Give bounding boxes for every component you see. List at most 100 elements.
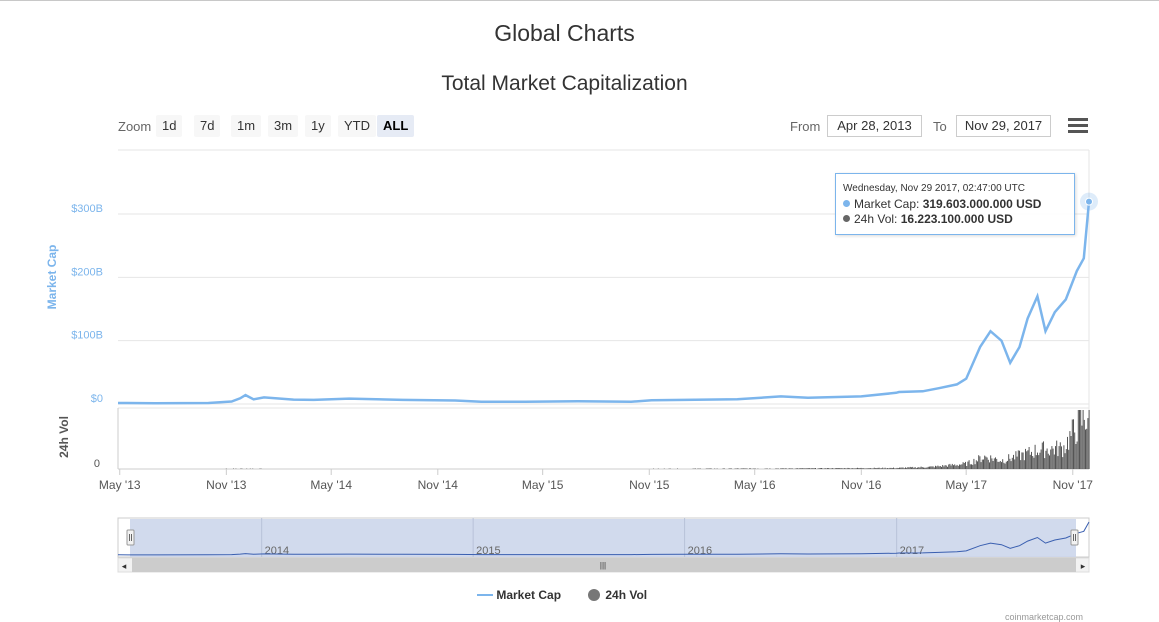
volume-bar (997, 462, 998, 469)
volume-bar (918, 467, 919, 469)
volume-bar (778, 469, 779, 470)
volume-bar (858, 468, 859, 469)
volume-bar (887, 468, 888, 469)
volume-bar (895, 468, 896, 469)
volume-bar (801, 468, 802, 469)
volume-bar (744, 468, 745, 469)
volume-bar (879, 468, 880, 469)
y-tick-label: $300B (71, 203, 103, 215)
legend-item-24h-vol[interactable]: 24h Vol (588, 588, 647, 602)
volume-axis-tick-0: 0 (94, 458, 100, 470)
legend-item-market-cap[interactable]: Market Cap (477, 588, 561, 602)
volume-bar (1036, 455, 1037, 469)
x-tick-label: Nov '16 (841, 478, 882, 492)
volume-bar (963, 462, 964, 469)
volume-bar (921, 467, 922, 469)
volume-bar (697, 469, 698, 470)
x-tick-label: Nov '17 (1053, 478, 1094, 492)
volume-bar (834, 469, 835, 470)
tooltip-label: 24h Vol: (854, 212, 901, 226)
volume-bar (1023, 453, 1024, 470)
volume-bar (1055, 446, 1056, 469)
volume-bar (775, 468, 776, 469)
volume-bar (780, 468, 781, 469)
volume-bar (987, 458, 988, 470)
volume-bar (961, 464, 962, 469)
hover-marker[interactable] (1086, 198, 1093, 205)
volume-bar (852, 468, 853, 469)
volume-bar (677, 469, 678, 470)
volume-bar (731, 469, 732, 470)
volume-bar (850, 469, 851, 470)
volume-bar (985, 457, 986, 469)
volume-bar (910, 467, 911, 469)
volume-bar (988, 460, 989, 469)
volume-bar (1021, 452, 1022, 469)
volume-bar (729, 468, 730, 469)
volume-bar (1059, 446, 1060, 469)
volume-bar (784, 469, 785, 470)
volume-bar (853, 468, 854, 469)
volume-bar (875, 468, 876, 469)
volume-bar (790, 468, 791, 469)
volume-bar (791, 469, 792, 470)
volume-bar (940, 466, 941, 469)
volume-bar (822, 468, 823, 469)
volume-bar (989, 462, 990, 469)
volume-bar (1053, 449, 1054, 469)
volume-bar (1039, 453, 1040, 469)
volume-bar (233, 469, 234, 470)
scrollbar-left-arrow-icon[interactable]: ◂ (122, 561, 127, 571)
volume-bar (1033, 458, 1034, 469)
volume-bar (810, 468, 811, 469)
x-tick-label: May '15 (522, 478, 564, 492)
volume-bar (738, 469, 739, 470)
volume-bar (1002, 459, 1003, 469)
volume-bar (846, 468, 847, 469)
volume-bar (855, 468, 856, 469)
volume-bar (805, 468, 806, 469)
volume-bar (876, 468, 877, 469)
volume-bar (1007, 461, 1008, 469)
volume-bar (1043, 441, 1044, 469)
volume-bar (888, 468, 889, 469)
volume-bar (1081, 426, 1082, 469)
legend-label: 24h Vol (605, 588, 647, 602)
volume-bar (1068, 450, 1069, 469)
volume-bar (1067, 437, 1068, 469)
volume-bar (819, 468, 820, 469)
navigator-right-handle[interactable] (1071, 530, 1078, 545)
scrollbar-right-arrow-icon[interactable]: ▸ (1081, 561, 1086, 571)
volume-bar (867, 468, 868, 469)
volume-bar (1048, 454, 1049, 469)
volume-bar (889, 468, 890, 469)
volume-bar (906, 468, 907, 469)
volume-bar (973, 459, 974, 469)
volume-bar (948, 465, 949, 470)
volume-bar (766, 469, 767, 470)
volume-bar (972, 465, 973, 469)
volume-bar (803, 468, 804, 469)
volume-bar (820, 468, 821, 469)
volume-bar (917, 468, 918, 469)
volume-bar (829, 469, 830, 470)
tooltip-header: Wednesday, Nov 29 2017, 02:47:00 UTC (843, 183, 1025, 194)
volume-bar (1074, 433, 1075, 470)
volume-bar (777, 469, 778, 470)
navigator-left-handle[interactable] (127, 530, 134, 545)
market-cap-dot-icon (843, 200, 850, 207)
volume-bar (1000, 461, 1001, 469)
volume-bar (952, 464, 953, 469)
volume-bar (1071, 436, 1072, 469)
volume-bar (912, 467, 913, 469)
volume-bar (1049, 455, 1050, 469)
volume-bar (937, 466, 938, 469)
volume-bar (916, 468, 917, 469)
volume-bar (905, 467, 906, 469)
volume-bar (847, 468, 848, 469)
volume-bar (717, 469, 718, 470)
volume-bar (984, 456, 985, 469)
volume-bar (990, 455, 991, 469)
volume-bar (1044, 458, 1045, 469)
